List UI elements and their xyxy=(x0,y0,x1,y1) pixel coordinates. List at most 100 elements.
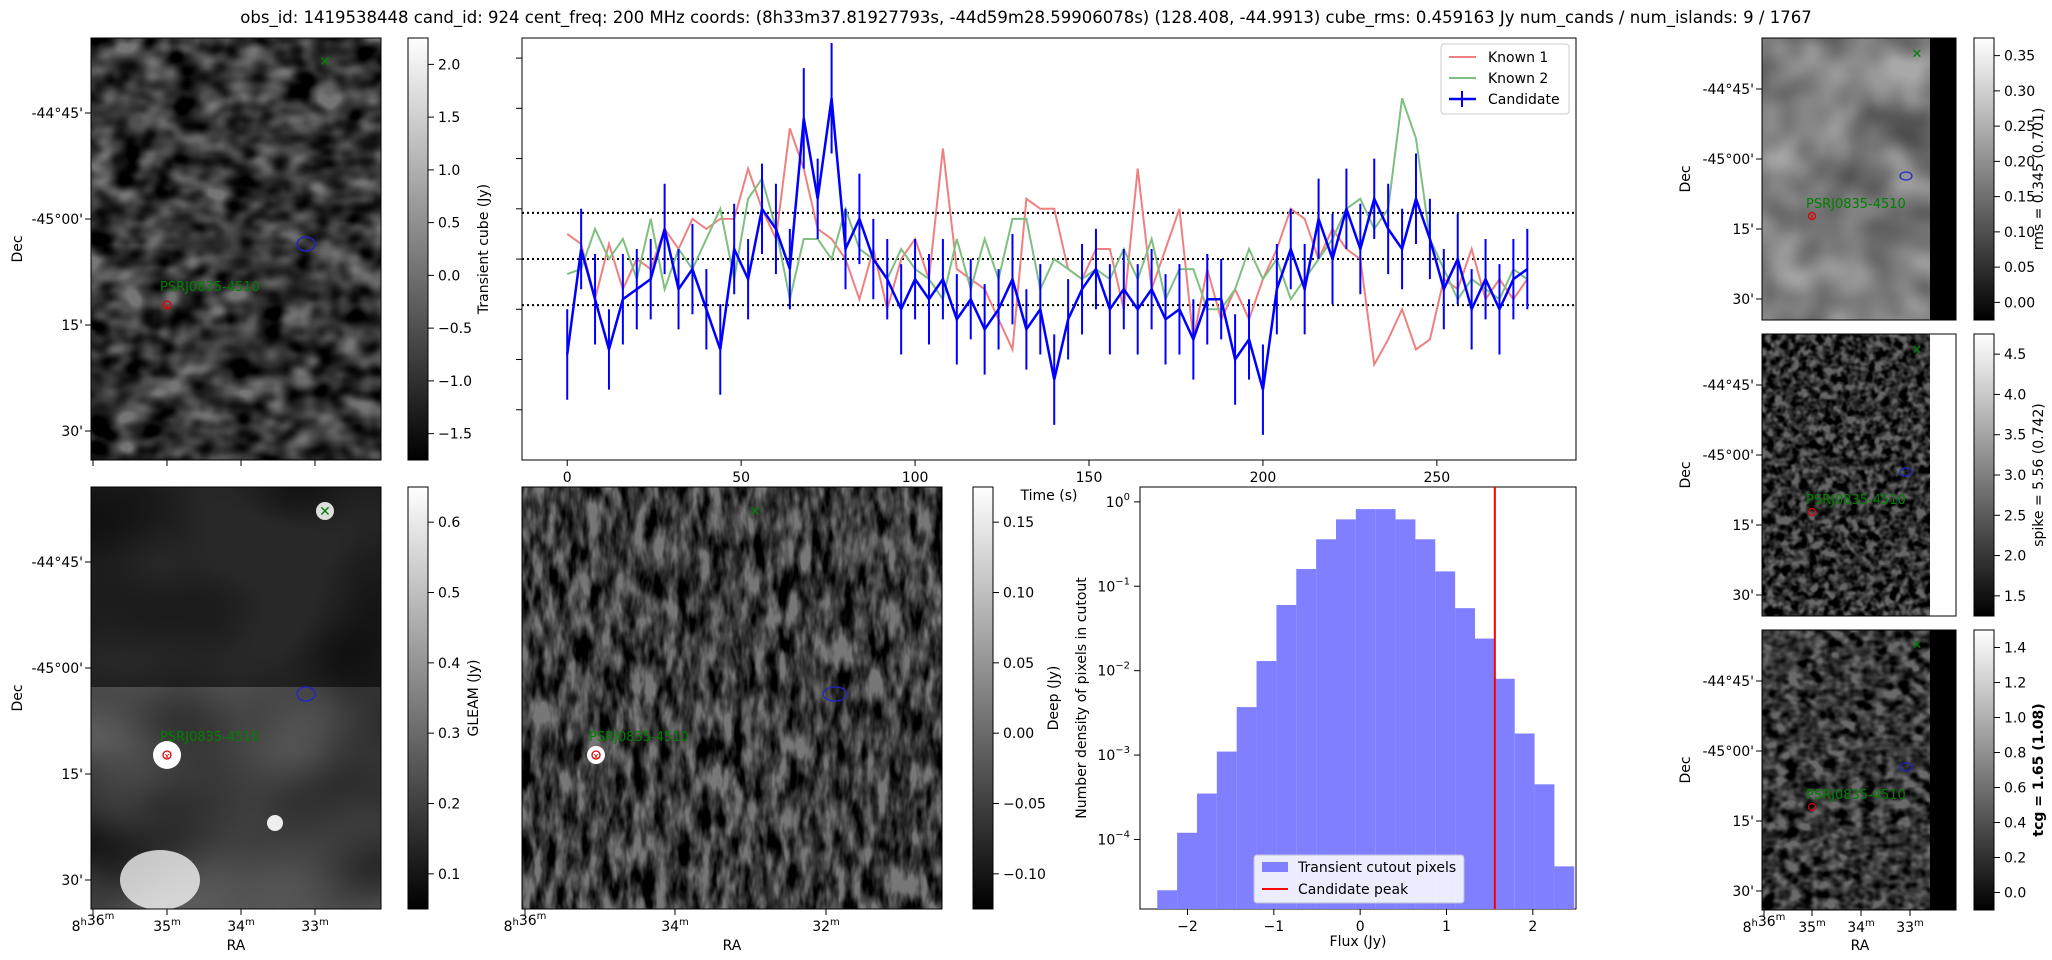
dec-tick-label: 30' xyxy=(61,424,83,440)
colorbar-tick-label: 4.5 xyxy=(2004,347,2026,363)
colorbar-tick-label: 0.15 xyxy=(2004,190,2035,206)
histogram-legend: Transient cutout pixels Candidate peak xyxy=(1253,854,1465,904)
dec-tick-label: -45°00' xyxy=(31,661,83,677)
x-tick-label: 0 xyxy=(563,470,572,486)
colorbar-spike xyxy=(1973,333,1995,617)
dec-tick-label: 15' xyxy=(1732,222,1754,238)
ra-tick-label: 35m xyxy=(153,917,181,935)
series-known-2 xyxy=(566,97,1528,311)
colorbar-tick-label: 0.10 xyxy=(1003,586,1034,602)
y-tick-label: 10−4 xyxy=(1097,829,1130,848)
source-marker xyxy=(1807,211,1817,221)
x-tick-label: 2 xyxy=(1528,919,1537,935)
colorbar-tick-label: 3.0 xyxy=(2004,468,2026,484)
colorbar-tick-label: 0.30 xyxy=(2004,84,2035,100)
dec-tick-label: 15' xyxy=(1732,518,1754,534)
ra-tick-label: 34m xyxy=(227,917,255,935)
dec-tick-label: -44°45' xyxy=(1702,674,1754,690)
histogram-bar xyxy=(1395,519,1416,909)
dec-label-c: Dec xyxy=(10,684,26,711)
colorbar-tick-label: 0.20 xyxy=(2004,154,2035,170)
histogram-bar xyxy=(1296,569,1317,909)
histogram-bar xyxy=(1276,604,1297,909)
panel-deep: ✕ x PSRJ0835-4510 xyxy=(521,486,943,910)
source-label: PSRJ0835-4510 xyxy=(1806,493,1906,508)
colorbar-tick-label: 2.0 xyxy=(2004,549,2026,565)
histogram-bar xyxy=(1236,707,1257,909)
colorbar-label-deep: Deep (Jy) xyxy=(1046,666,1062,731)
histogram-xlabel: Flux (Jy) xyxy=(1330,934,1387,950)
colorbar-label-gleam: GLEAM (Jy) xyxy=(466,660,482,737)
green-cross-marker: ✕ xyxy=(749,504,761,520)
ra-tick-label: 33m xyxy=(1896,918,1924,936)
colorbar-tcg xyxy=(1973,629,1995,911)
histogram-plot-area: −2 −1 0 1 2 100 10−1 10−2 10−3 10−4 xyxy=(1097,487,1575,935)
candidate-contour xyxy=(296,236,316,252)
green-cross-marker: ✕ xyxy=(319,54,331,70)
source-marker xyxy=(162,300,172,310)
histogram-ylabel: Number density of pixels in cutout xyxy=(1074,577,1090,819)
dec-tick-label: 30' xyxy=(1732,884,1754,900)
green-cross-marker: ✕ xyxy=(1912,638,1923,653)
candidate-contour xyxy=(1899,171,1913,181)
dec-tick-label: 30' xyxy=(61,873,83,889)
x-tick-label: −2 xyxy=(1177,919,1198,935)
source-marker xyxy=(591,750,601,760)
histogram-bar xyxy=(1335,519,1356,909)
source-marker xyxy=(162,750,172,760)
colorbar-tick-label: 0.6 xyxy=(438,515,460,531)
histogram-bar xyxy=(1316,539,1336,909)
colorbar-tick-label: 3.5 xyxy=(2004,428,2026,444)
colorbar-tick-label: 0.5 xyxy=(438,586,460,602)
x-tick-label: 100 xyxy=(902,470,929,486)
ra-tick-label: 33m xyxy=(301,917,329,935)
colorbar-label-transient: Transient cube (Jy) xyxy=(476,184,492,315)
dec-tick-label: -45°00' xyxy=(1702,152,1754,168)
colorbar-tick-label: 1.2 xyxy=(2004,676,2026,692)
panel-lightcurve: 0 50 100 150 200 250 Known 1 Known 2 Candidat… xyxy=(516,37,1577,486)
x-tick-label: 50 xyxy=(732,470,750,486)
colorbar-tick-label: −1.0 xyxy=(438,374,472,390)
colorbar-tick-label: −0.10 xyxy=(1003,867,1046,883)
green-cross-marker: ✕ xyxy=(1912,47,1923,62)
colorbar-tick-label: 0.0 xyxy=(2004,886,2026,902)
histogram-bar xyxy=(1375,509,1396,909)
green-cross-marker: ✕ xyxy=(319,504,331,520)
lightcurve-xlabel: Time (s) xyxy=(1020,488,1078,504)
histogram-bar xyxy=(1256,661,1277,909)
source-label: PSRJ0835-4510 xyxy=(160,730,260,745)
legend-known2: Known 2 xyxy=(1488,71,1548,87)
colorbar-tick-label: 0.2 xyxy=(2004,851,2026,867)
colorbar-tick-label: 1.4 xyxy=(2004,641,2026,657)
dec-tick-label: -45°00' xyxy=(31,212,83,228)
green-cross-marker: ✕ xyxy=(1912,343,1923,358)
source-marker-cross: x xyxy=(1810,212,1815,221)
panel-transient-cube: ✕ x PSRJ0835-4510 xyxy=(90,37,382,461)
colorbar-deep xyxy=(972,486,994,910)
colorbar-tick-label: 0.00 xyxy=(2004,295,2035,311)
colorbar-label-rms: rms = 0.345 (0.701) xyxy=(2031,108,2047,251)
x-tick-label: 250 xyxy=(1423,470,1450,486)
series-candidate xyxy=(565,98,1529,391)
source-label: PSRJ0835-4510 xyxy=(1806,197,1906,212)
y-tick-label: 10−2 xyxy=(1097,661,1130,680)
colorbar-tick-label: 1.0 xyxy=(2004,711,2026,727)
y-tick-label: 10−3 xyxy=(1097,745,1130,764)
candidate-contour xyxy=(296,686,316,702)
candidate-contour xyxy=(822,686,848,702)
histogram-bar xyxy=(1494,678,1515,909)
ra-tick-label: 8h36m xyxy=(1743,912,1786,936)
legend-known1: Known 1 xyxy=(1488,50,1548,66)
dec-tick-label: -44°45' xyxy=(1702,82,1754,98)
dec-label-spike: Dec xyxy=(1678,461,1694,488)
ra-tick-label: 32m xyxy=(812,917,840,935)
dec-label-a: Dec xyxy=(10,235,26,262)
colorbar-tick-label: 2.0 xyxy=(438,57,460,73)
ra-label-c: RA xyxy=(227,938,246,954)
dec-tick-label: 30' xyxy=(1732,292,1754,308)
histogram-bar xyxy=(1177,832,1197,909)
ra-tick-label: 34m xyxy=(661,917,689,935)
ra-label-tcg: RA xyxy=(1851,938,1870,954)
colorbar-tick-label: −0.5 xyxy=(438,321,472,337)
